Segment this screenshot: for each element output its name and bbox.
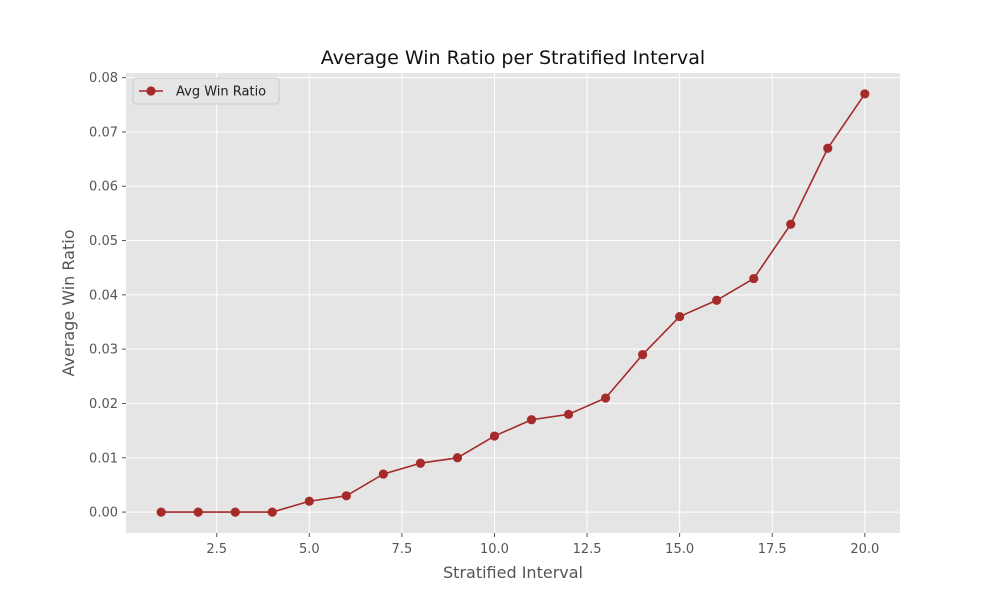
legend-label: Avg Win Ratio [176, 85, 266, 100]
legend-box [132, 77, 280, 105]
data-point [712, 295, 722, 305]
x-axis-ticks: 2.5 5.0 7.5 10.0 12.5 15.0 17.5 20.0 [206, 533, 879, 557]
x-tick-label: 10.0 [480, 542, 509, 557]
y-tick-label: 0.01 [89, 451, 118, 466]
x-axis-label: Stratified Interval [443, 563, 583, 582]
legend-marker-swatch [146, 86, 156, 96]
legend: Avg Win Ratio [132, 77, 280, 105]
data-point [341, 491, 351, 501]
chart-title: Average Win Ratio per Stratified Interva… [321, 47, 705, 69]
y-axis-ticks: 0.00 0.01 0.02 0.03 0.04 0.05 0.06 0.07 0.08 [89, 71, 126, 521]
data-point [156, 507, 166, 517]
y-tick-label: 0.00 [89, 506, 118, 521]
x-tick-label: 7.5 [392, 542, 413, 557]
data-point [638, 349, 648, 360]
data-point [860, 89, 870, 99]
data-point [786, 219, 796, 229]
x-tick-label: 20.0 [850, 542, 879, 557]
x-tick-label: 15.0 [665, 542, 694, 557]
data-point [675, 311, 685, 322]
data-point [304, 496, 314, 506]
y-tick-label: 0.02 [89, 397, 118, 412]
data-point [600, 393, 611, 403]
x-tick-label: 17.5 [758, 542, 787, 557]
y-tick-label: 0.05 [89, 234, 118, 249]
series-group [156, 89, 870, 517]
data-point [378, 469, 388, 479]
y-tick-label: 0.03 [89, 343, 118, 358]
data-point [415, 458, 426, 468]
data-point [452, 453, 463, 463]
data-point [230, 507, 240, 517]
y-tick-label: 0.06 [89, 180, 118, 195]
plot-area [126, 73, 900, 533]
series-line [161, 93, 866, 513]
data-point [267, 507, 277, 517]
x-tick-label: 5.0 [299, 542, 320, 557]
x-tick-label: 12.5 [573, 542, 602, 557]
y-tick-label: 0.08 [89, 71, 118, 86]
data-point [489, 431, 500, 441]
y-axis-label: Average Win Ratio [59, 229, 78, 376]
grid-lines [126, 73, 900, 533]
y-tick-label: 0.04 [89, 288, 118, 303]
data-point [526, 415, 537, 425]
y-tick-label: 0.07 [89, 125, 118, 140]
data-point [749, 273, 759, 284]
data-point [823, 143, 833, 153]
data-point [193, 507, 203, 517]
x-tick-label: 2.5 [206, 542, 227, 557]
data-point [563, 409, 574, 419]
